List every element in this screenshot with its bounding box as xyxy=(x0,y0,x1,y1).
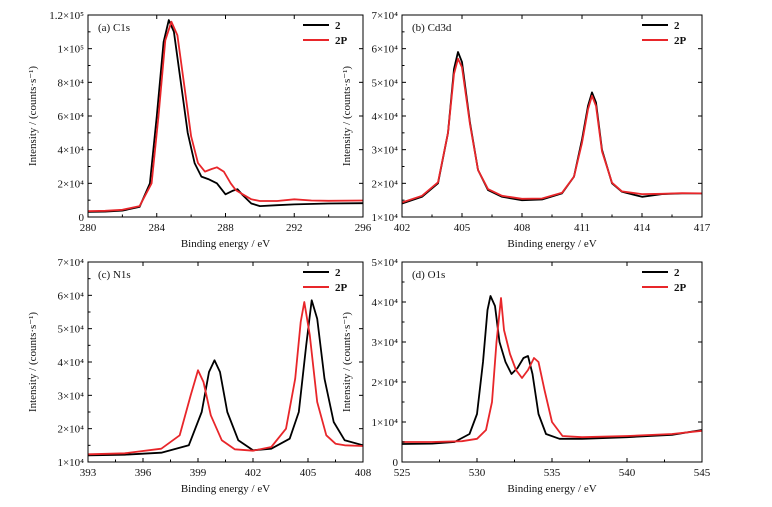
panel-3: 393 396 399 402 405 408 1×10⁴ 2×10⁴ 3×10⁴ 4×10⁴ 5×… xyxy=(27,257,372,495)
x-tick-label: 292 xyxy=(286,222,303,234)
y-tick-label: 1×10⁵ xyxy=(57,44,84,56)
plot-frame xyxy=(401,261,703,463)
x-tick-label: 530 xyxy=(469,467,486,479)
x-tick-label: 296 xyxy=(355,222,372,234)
y-tick-label: 8×10⁴ xyxy=(57,77,84,89)
series-line-2 xyxy=(402,295,702,445)
legend-label-2: 2 xyxy=(335,20,341,32)
y-tick-label: 7×10⁴ xyxy=(57,257,84,269)
x-tick-label: 405 xyxy=(454,222,471,234)
x-tick-label: 535 xyxy=(544,467,561,479)
x-tick-label: 396 xyxy=(135,467,152,479)
x-tick-label: 414 xyxy=(634,222,651,234)
y-tick-label: 3×10⁴ xyxy=(371,145,398,157)
y-axis-title: Intensity / (counts·s⁻¹) xyxy=(341,66,353,166)
x-tick-label: 402 xyxy=(394,222,411,234)
y-tick-label: 4×10⁴ xyxy=(371,111,398,123)
y-tick-label: 4×10⁴ xyxy=(57,145,84,157)
y-tick-label: 3×10⁴ xyxy=(57,390,84,402)
x-tick-label: 408 xyxy=(514,222,531,234)
x-tick-label: 411 xyxy=(574,222,590,234)
plot-frame xyxy=(401,14,703,218)
series-line-2P xyxy=(88,301,363,456)
panel-2: 402 405 408 411 414 417 1×10⁴ 2×10⁴ 3×10⁴ 4×10⁴ 5×… xyxy=(341,10,711,250)
y-tick-label: 6×10⁴ xyxy=(371,44,398,56)
series-line-2P xyxy=(402,297,702,443)
y-tick-label: 1×10⁴ xyxy=(57,457,84,469)
x-axis-title: Binding energy / eV xyxy=(507,238,596,250)
y-tick-label: 2×10⁴ xyxy=(371,377,398,389)
series-line-2P xyxy=(88,20,363,212)
x-tick-label: 399 xyxy=(190,467,207,479)
y-tick-label: 1×10⁴ xyxy=(371,212,398,224)
legend-label-2: 2 xyxy=(335,267,341,279)
series-line-2 xyxy=(88,299,363,457)
y-tick-label: 2×10⁴ xyxy=(57,424,84,436)
y-tick-label: 5×10⁴ xyxy=(371,257,398,269)
x-tick-label: 280 xyxy=(80,222,97,234)
y-tick-label: 3×10⁴ xyxy=(371,337,398,349)
panel-1: 280 284 288 292 296 0 2×10⁴ 4×10⁴ 6×10⁴ 8×10⁴ 1×10… xyxy=(27,10,372,250)
panel-4: 525 530 535 540 545 0 1×10⁴ 2×10⁴ 3×10⁴ 4×10⁴ 5×10… xyxy=(341,257,711,495)
x-axis-title: Binding energy / eV xyxy=(181,483,270,495)
y-tick-label: 1×10⁴ xyxy=(371,417,398,429)
y-axis-title: Intensity / (counts·s⁻¹) xyxy=(27,312,39,412)
x-tick-label: 405 xyxy=(300,467,317,479)
y-tick-label: 2×10⁴ xyxy=(57,178,84,190)
y-tick-label: 0 xyxy=(79,212,85,224)
y-tick-label: 0 xyxy=(393,457,399,469)
x-axis-title: Binding energy / eV xyxy=(181,238,270,250)
panel-label: (c) N1s xyxy=(98,269,131,281)
y-tick-label: 5×10⁴ xyxy=(57,324,84,336)
y-axis-title: Intensity / (counts·s⁻¹) xyxy=(27,66,39,166)
panel-label: (a) C1s xyxy=(98,22,130,34)
y-tick-label: 7×10⁴ xyxy=(371,10,398,22)
y-tick-label: 2×10⁴ xyxy=(371,178,398,190)
panel-label: (d) O1s xyxy=(412,269,445,281)
y-tick-label: 1.2×10⁵ xyxy=(49,10,84,22)
x-tick-label: 545 xyxy=(694,467,711,479)
legend-label-2P: 2P xyxy=(335,282,348,294)
x-tick-label: 408 xyxy=(355,467,372,479)
x-tick-label: 393 xyxy=(80,467,97,479)
x-tick-label: 284 xyxy=(149,222,166,234)
legend-label-2: 2 xyxy=(674,20,680,32)
y-tick-label: 5×10⁴ xyxy=(371,77,398,89)
plot-frame xyxy=(87,14,364,218)
legend-label-2P: 2P xyxy=(335,35,348,47)
legend-label-2: 2 xyxy=(674,267,680,279)
x-tick-label: 402 xyxy=(245,467,262,479)
legend-label-2P: 2P xyxy=(674,35,687,47)
series-line-2 xyxy=(402,51,702,205)
x-tick-label: 288 xyxy=(217,222,234,234)
y-tick-label: 4×10⁴ xyxy=(371,297,398,309)
series-line-2 xyxy=(88,19,363,213)
x-tick-label: 417 xyxy=(694,222,711,234)
x-tick-label: 540 xyxy=(619,467,636,479)
x-tick-label: 525 xyxy=(394,467,411,479)
y-tick-label: 6×10⁴ xyxy=(57,290,84,302)
series-line-2P xyxy=(402,57,702,204)
x-axis-title: Binding energy / eV xyxy=(507,483,596,495)
y-tick-label: 4×10⁴ xyxy=(57,357,84,369)
panel-label: (b) Cd3d xyxy=(412,22,452,34)
y-axis-title: Intensity / (counts·s⁻¹) xyxy=(341,312,353,412)
legend-label-2P: 2P xyxy=(674,282,687,294)
y-tick-label: 6×10⁴ xyxy=(57,111,84,123)
